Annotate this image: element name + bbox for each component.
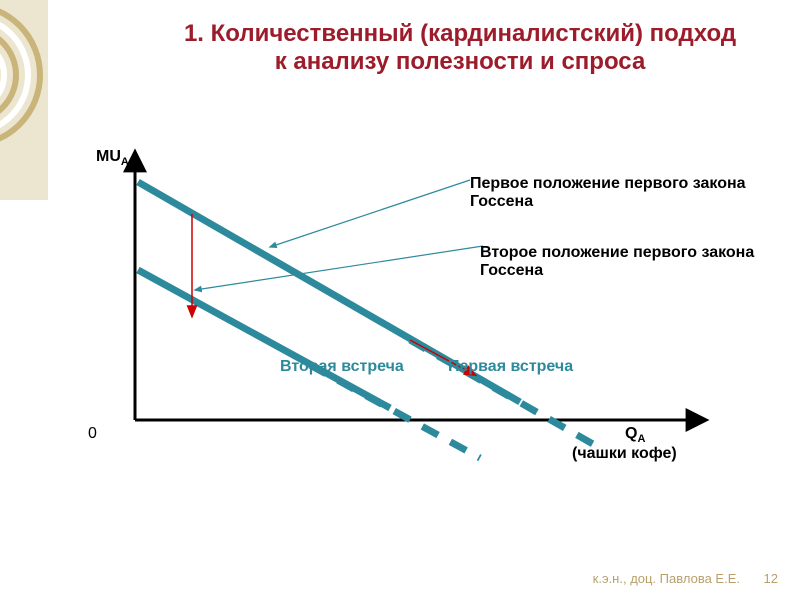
callout-first-gossen: Первое положение первого закона Госсена bbox=[470, 175, 800, 211]
page-number: 12 bbox=[764, 571, 778, 586]
footer-credit: к.э.н., доц. Павлова Е.Е. bbox=[593, 571, 740, 586]
x-axis-label: QA bbox=[625, 425, 645, 445]
origin-label: 0 bbox=[88, 425, 97, 443]
callout-line-second bbox=[195, 246, 483, 290]
callout-line-first bbox=[270, 180, 470, 247]
curve-label-first: Первая встреча bbox=[448, 358, 573, 376]
x-axis-sublabel: (чашки кофе) bbox=[572, 445, 677, 463]
curve-label-second: Вторая встреча bbox=[280, 358, 404, 376]
callout-second-gossen: Второе положение первого закона Госсена bbox=[480, 244, 800, 280]
slide-decor bbox=[0, 0, 48, 200]
slide-title: 1. Количественный (кардиналистский) подх… bbox=[180, 20, 740, 76]
